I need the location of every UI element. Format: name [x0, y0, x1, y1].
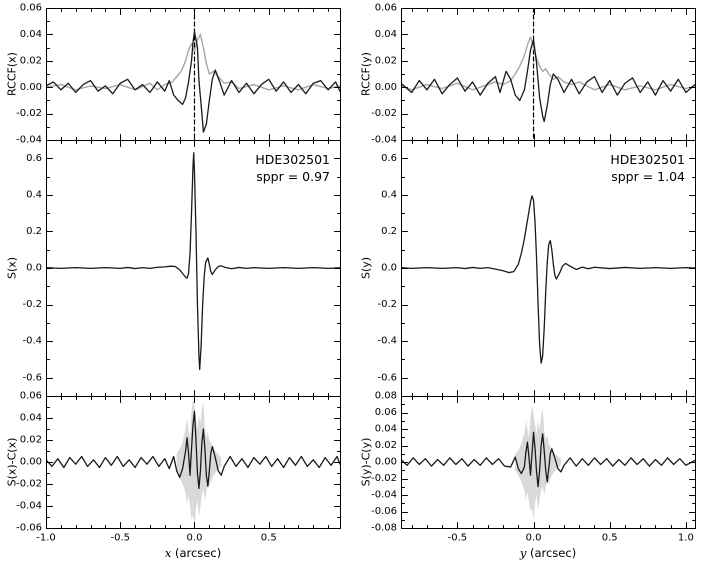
- annotation-target-left: HDE302501: [255, 152, 330, 167]
- annotation-right: HDE302501 sppr = 1.04: [401, 151, 685, 185]
- annotation-sppr-left: sppr = 0.97: [256, 169, 330, 184]
- xlabel-right-var: y: [519, 546, 527, 560]
- ylabel-diff-y: S(y)-C(y): [359, 437, 373, 487]
- ylabel-diff-x: S(x)-C(x): [5, 437, 19, 487]
- ylabel-rccf-x: RCCF(x): [5, 52, 19, 96]
- annotation-left: HDE302501 sppr = 0.97: [46, 151, 330, 185]
- xlabel-left-rest: (arcsec): [171, 546, 222, 560]
- xlabel-right: y (arcsec): [401, 546, 695, 560]
- ylabel-s-x: S(x): [5, 256, 19, 280]
- xlabel-right-rest: (arcsec): [526, 546, 577, 560]
- annotation-sppr-right: sppr = 1.04: [611, 169, 685, 184]
- annotation-target-right: HDE302501: [610, 152, 685, 167]
- ylabel-s-y: S(y): [359, 256, 373, 280]
- xlabel-left: x (arcsec): [46, 546, 340, 560]
- xlabel-left-var: x: [164, 546, 172, 560]
- ylabel-rccf-y: RCCF(y): [359, 52, 373, 96]
